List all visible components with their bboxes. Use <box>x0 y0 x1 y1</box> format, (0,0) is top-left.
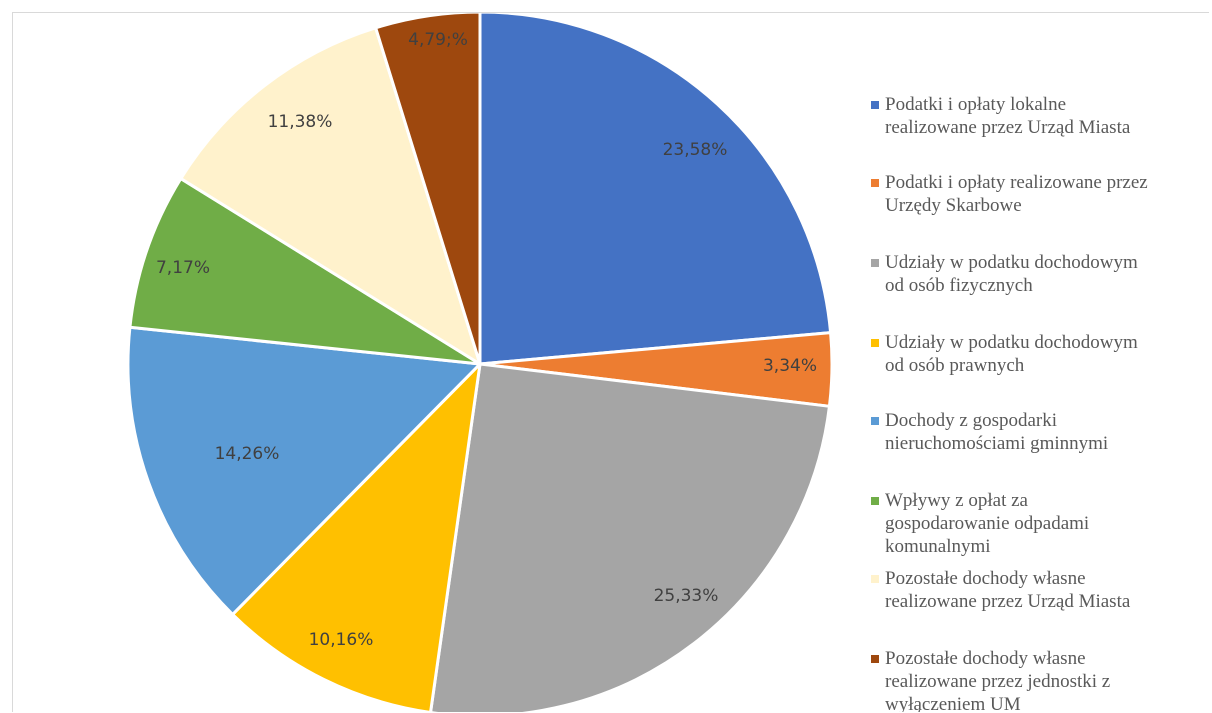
slice-label-8: 4,79;% <box>408 30 468 50</box>
legend-swatch-8 <box>871 655 879 663</box>
legend-label-3: Udziały w podatku dochodowym od osób fiz… <box>885 252 1138 296</box>
legend-swatch-6 <box>871 497 879 505</box>
pie-slice-5 <box>126 325 482 616</box>
pie-slice-1 <box>478 13 833 366</box>
pie-slice-6 <box>128 177 482 366</box>
pie-slice-3 <box>429 362 831 712</box>
legend-swatch-4 <box>871 339 879 347</box>
chart-area: 23,58% 3,34% 25,33% 10,16% 14,26% 7,17% 11,38%… <box>12 12 1209 712</box>
legend-label-4: Udziały w podatku dochodowym od osób pra… <box>885 332 1138 376</box>
legend-swatch-1 <box>871 101 879 109</box>
pie-slice-8 <box>374 13 482 366</box>
legend-label-5: Dochody z gospodarki nieruchomościami gm… <box>885 410 1109 454</box>
legend-label-2: Podatki i opłaty realizowane przez Urzęd… <box>885 172 1148 216</box>
pie-chart: 23,58% 3,34% 25,33% 10,16% 14,26% 7,17% 11,38%… <box>126 13 834 712</box>
slice-label-5: 14,26% <box>215 444 280 464</box>
legend-swatch-2 <box>871 179 879 187</box>
legend-item-1: Podatki i opłaty lokalne realizowane prz… <box>871 93 1209 139</box>
slice-label-6: 7,17% <box>156 258 210 278</box>
legend-label-8: Pozostałe dochody własne realizowane prz… <box>885 648 1111 712</box>
slice-label-2: 3,34% <box>763 356 817 376</box>
legend-swatch-5 <box>871 417 879 425</box>
legend-item-7: Pozostałe dochody własne realizowane prz… <box>871 567 1209 613</box>
pie-slice-4 <box>231 362 482 712</box>
legend-item-3: Udziały w podatku dochodowym od osób fiz… <box>871 251 1209 297</box>
legend-item-4: Udziały w podatku dochodowym od osób pra… <box>871 331 1209 377</box>
legend-item-2: Podatki i opłaty realizowane przez Urzęd… <box>871 171 1209 217</box>
legend-label-1: Podatki i opłaty lokalne realizowane prz… <box>885 94 1131 138</box>
legend-swatch-7 <box>871 575 879 583</box>
legend-item-8: Pozostałe dochody własne realizowane prz… <box>871 647 1209 712</box>
legend-swatch-3 <box>871 259 879 267</box>
legend-label-7: Pozostałe dochody własne realizowane prz… <box>885 568 1131 612</box>
legend-item-6: Wpływy z opłat za gospodarowanie odpadam… <box>871 489 1209 558</box>
slice-label-3: 25,33% <box>654 586 719 606</box>
legend-item-5: Dochody z gospodarki nieruchomościami gm… <box>871 409 1209 455</box>
pie-slice-7 <box>179 26 482 366</box>
slice-label-4: 10,16% <box>309 630 374 650</box>
legend-label-6: Wpływy z opłat za gospodarowanie odpadam… <box>885 490 1090 557</box>
slice-label-1: 23,58% <box>663 140 728 160</box>
slice-label-7: 11,38% <box>268 112 333 132</box>
